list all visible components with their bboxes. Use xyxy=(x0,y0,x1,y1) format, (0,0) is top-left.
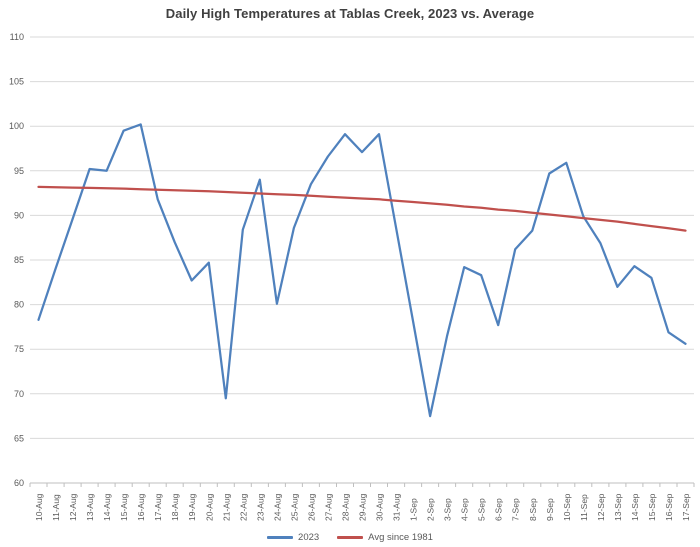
x-axis-label: 21-Aug xyxy=(221,493,231,521)
x-axis-label: 22-Aug xyxy=(238,493,248,521)
x-axis-label: 11-Aug xyxy=(51,494,61,521)
x-axis-label: 12-Aug xyxy=(68,493,78,521)
x-axis-label: 27-Aug xyxy=(323,493,333,521)
x-axis-label: 13-Aug xyxy=(85,493,95,521)
y-axis-label: 75 xyxy=(14,344,24,354)
x-axis-label: 6-Sep xyxy=(494,498,504,521)
y-axis-label: 95 xyxy=(14,166,24,176)
x-axis-label: 25-Aug xyxy=(289,493,299,521)
x-axis-label: 3-Sep xyxy=(443,498,453,521)
x-axis-label: 17-Aug xyxy=(153,493,163,521)
x-axis-label: 14-Sep xyxy=(630,493,640,521)
y-axis-label: 70 xyxy=(14,389,24,399)
x-axis-label: 5-Sep xyxy=(477,498,487,521)
chart-title: Daily High Temperatures at Tablas Creek,… xyxy=(165,6,535,21)
x-axis-label: 16-Sep xyxy=(664,493,674,521)
y-axis-label: 100 xyxy=(9,121,24,131)
x-axis-label: 10-Sep xyxy=(562,493,572,521)
x-axis-label: 7-Sep xyxy=(511,498,521,521)
x-axis-label: 29-Aug xyxy=(358,493,368,521)
chart-legend: 2023 Avg since 1981 xyxy=(0,529,700,545)
x-axis-label: 12-Sep xyxy=(596,493,606,521)
y-axis-label: 85 xyxy=(14,255,24,265)
plot-area: 60 65 70 75 80 85 90 95 100 105 110 10-Aug 11-Aug 12-… xyxy=(9,32,695,521)
x-axis-label: 2-Sep xyxy=(426,498,436,521)
x-axis-label: 31-Aug xyxy=(392,493,402,521)
x-axis-label: 11-Sep xyxy=(579,494,589,521)
x-axis-label: 20-Aug xyxy=(204,493,214,521)
x-axis-label: 19-Aug xyxy=(187,493,197,521)
y-axis-label: 80 xyxy=(14,300,24,310)
legend-line-swatch-avg-since-1981 xyxy=(337,535,364,539)
x-axis-label: 8-Sep xyxy=(528,498,538,521)
legend-item-avg-since-1981: Avg since 1981 xyxy=(337,532,433,543)
x-axis-label: 15-Sep xyxy=(647,493,657,521)
x-axis-label: 15-Aug xyxy=(119,493,129,521)
x-axis-label: 14-Aug xyxy=(102,493,112,521)
x-axis-label: 23-Aug xyxy=(255,493,265,521)
x-axis-label: 18-Aug xyxy=(170,493,180,521)
x-axis-label: 13-Sep xyxy=(613,493,623,521)
x-axis-label: 16-Aug xyxy=(136,493,146,521)
y-axis-label: 65 xyxy=(14,433,24,443)
x-axis-label: 1-Sep xyxy=(409,498,419,521)
legend-line-swatch-2023 xyxy=(267,535,294,539)
series-line-avg-since-1981 xyxy=(37,185,687,232)
x-axis-label: 9-Sep xyxy=(545,498,555,521)
x-axis-label: 4-Sep xyxy=(460,498,470,521)
series-line-2023 xyxy=(37,123,687,418)
x-axis-label: 10-Aug xyxy=(34,493,44,521)
y-axis-label: 60 xyxy=(14,478,24,488)
legend-label-avg-since-1981: Avg since 1981 xyxy=(368,531,433,543)
y-axis-label: 105 xyxy=(9,77,24,87)
legend-item-2023: 2023 xyxy=(267,532,319,543)
y-axis-label: 110 xyxy=(10,32,24,42)
legend-label-2023: 2023 xyxy=(298,531,320,543)
x-axis-label: 26-Aug xyxy=(306,493,316,521)
x-axis-label: 28-Aug xyxy=(341,493,351,521)
x-axis-label: 24-Aug xyxy=(272,493,282,521)
x-axis-label: 30-Aug xyxy=(375,493,385,521)
y-axis-label: 90 xyxy=(14,210,24,220)
x-axis-label: 17-Sep xyxy=(681,493,691,521)
